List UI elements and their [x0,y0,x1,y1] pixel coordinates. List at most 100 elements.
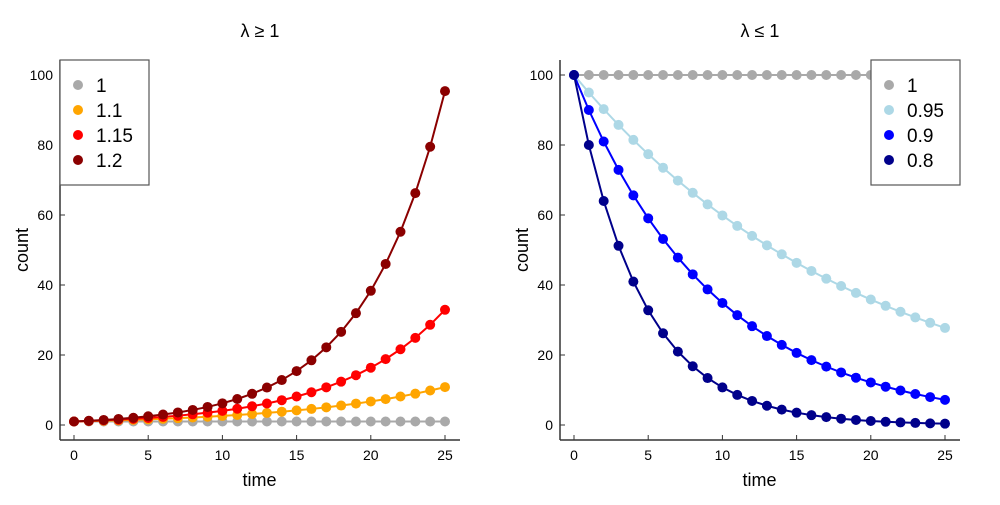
legend-label: 1.15 [96,126,133,147]
data-point [350,308,361,319]
data-point [613,240,624,251]
y-tick-label: 100 [30,67,54,83]
data-point [613,119,624,130]
legend-marker [884,155,894,165]
data-point [395,226,406,237]
y-tick-label: 0 [545,417,553,433]
data-point [747,395,758,406]
data-point [940,418,950,429]
legend-marker [73,130,83,140]
data-point [865,415,876,426]
data-point [336,416,347,427]
data-point [380,416,391,427]
data-point [687,70,698,80]
data-point [791,407,802,418]
legend-marker [73,155,83,165]
data-point [747,70,758,80]
y-tick-label: 40 [537,277,553,293]
series-0-8 [569,70,950,429]
legend-label: 1.1 [96,101,122,122]
legend-label: 0.8 [907,151,933,172]
data-point [672,346,683,357]
data-point [791,257,802,268]
x-tick-label: 20 [863,447,879,463]
data-point [761,70,772,80]
data-point [732,389,743,400]
data-point [128,412,139,423]
data-point [583,140,594,150]
legend-box [870,59,961,186]
data-point [702,284,713,295]
legend-marker [73,80,83,90]
series-1-2 [69,86,450,427]
data-point [395,344,406,355]
data-point [865,294,876,305]
data-point [806,410,817,421]
data-point [895,385,906,396]
data-point [672,252,683,263]
data-point [395,416,406,427]
data-point [702,373,713,384]
data-point [613,70,624,80]
x-tick-label: 15 [789,447,805,463]
data-point [276,375,287,386]
data-point [598,136,609,147]
data-point [217,405,228,416]
data-point [247,409,258,420]
data-point [232,393,243,404]
data-point [821,361,832,372]
x-tick-label: 10 [215,447,231,463]
legend-marker [884,105,894,115]
data-point [776,404,787,415]
data-point [321,382,332,393]
data-point [776,249,787,260]
data-point [791,70,802,80]
data-point [247,416,258,427]
data-point [821,412,832,423]
x-tick-label: 0 [570,447,578,463]
data-point [276,406,287,417]
data-point [336,376,347,387]
data-point [940,394,950,405]
data-point [717,70,728,80]
data-point [365,396,376,407]
data-point [365,416,376,427]
data-point [410,388,421,399]
x-tick-label: 20 [363,447,379,463]
data-point [850,414,861,425]
data-point [380,394,391,405]
data-point [321,342,332,353]
data-point [306,416,317,427]
data-point [261,398,272,409]
data-point [306,355,317,366]
data-point [761,331,772,342]
y-tick-label: 80 [37,137,53,153]
data-point [336,400,347,411]
x-tick-label: 5 [644,447,652,463]
data-point [717,210,728,221]
data-point [425,141,436,152]
legend-marker [73,105,83,115]
data-point [687,361,698,372]
legend-label: 0.95 [907,101,944,122]
y-axis-label: count [512,228,532,272]
data-point [425,416,436,427]
data-point [158,409,169,420]
y-tick-label: 20 [537,347,553,363]
data-point [895,306,906,317]
x-axis-label: time [742,470,776,490]
data-point [672,175,683,186]
data-point [643,305,654,316]
data-point [143,411,154,422]
data-point [628,70,639,80]
data-point [113,413,124,424]
data-point [598,104,609,115]
data-point [687,187,698,198]
y-tick-label: 0 [45,417,53,433]
series-0-9 [569,70,950,405]
data-point [410,188,421,199]
legend: 1 0.95 0.9 0.8 [870,59,961,186]
data-point [643,70,654,80]
data-point [598,70,609,80]
data-point [569,70,579,80]
